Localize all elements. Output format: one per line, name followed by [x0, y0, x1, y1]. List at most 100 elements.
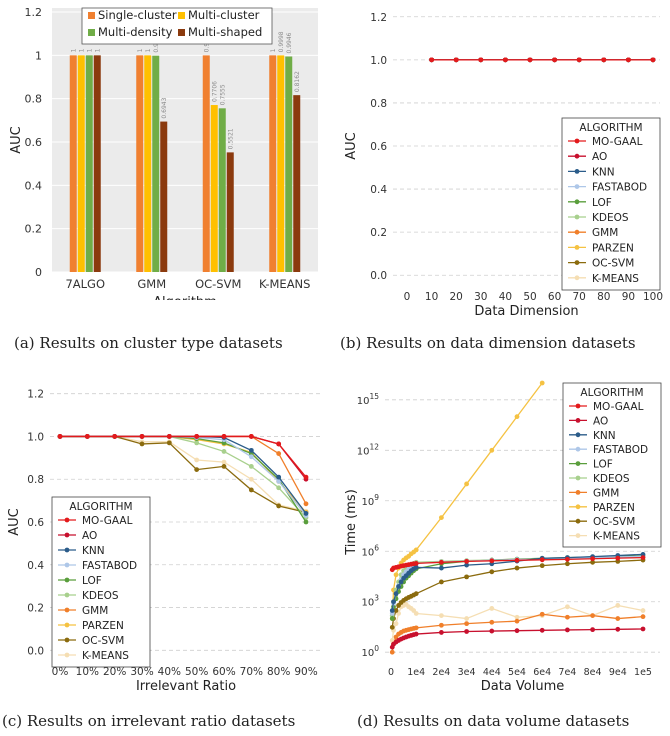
- legend-label-lof: LOF: [592, 197, 612, 209]
- data-point: [601, 57, 607, 63]
- data-point: [194, 467, 200, 473]
- legend-label-ao: AO: [593, 415, 608, 427]
- series-parzen: [389, 380, 545, 621]
- legend-label-oc-svm: OC-SVM: [592, 258, 634, 270]
- chart-c: 0.0 0.2 0.4 0.6 0.8 1.0 1.2 0% 10% 20% 30% 40% 50% 60…: [7, 383, 322, 694]
- legend-marker: [574, 153, 580, 159]
- legend-marker: [575, 533, 581, 538]
- chart-a: 00.20.40.60.811.27ALGO1111GMM110.99840.6…: [9, 6, 318, 300]
- y-tick-label: 1015: [357, 392, 380, 407]
- y-tick-label: 1.2: [370, 12, 387, 24]
- data-point: [539, 563, 545, 569]
- legend-label-k-means: K-MEANS: [592, 273, 639, 285]
- y-tick-label: 109: [361, 493, 379, 508]
- caption-a: (a) Results on cluster type datasets: [14, 334, 283, 352]
- legend-marker: [575, 461, 581, 466]
- data-label: 1: [86, 48, 93, 52]
- data-point: [57, 434, 63, 439]
- data-point: [640, 614, 646, 620]
- bar: [136, 55, 144, 273]
- y-tick-label: 1.0: [370, 55, 387, 67]
- bar: [85, 55, 93, 273]
- data-point: [439, 613, 444, 618]
- y-tick-label: 0.2: [370, 227, 387, 239]
- x-tick-label: 0: [404, 291, 411, 303]
- y-tick-label: 0.6: [27, 517, 44, 529]
- data-point: [303, 511, 309, 516]
- x-tick-label: 1e5: [634, 667, 652, 678]
- data-label: 1: [70, 48, 77, 52]
- data-point: [539, 557, 545, 563]
- data-point: [166, 440, 172, 446]
- x-tick-label: 30%: [130, 666, 153, 678]
- data-label: 0.6943: [161, 97, 168, 118]
- legend: Single-cluster Multi-cluster Multi-density…: [81, 7, 273, 45]
- legend-marker: [574, 138, 580, 144]
- legend-marker: [575, 475, 581, 481]
- data-point: [539, 611, 545, 617]
- data-point: [626, 57, 631, 63]
- y-tick-label: 0.0: [370, 270, 387, 282]
- legend-marker: [574, 199, 580, 205]
- legend-label-gmm: GMM: [82, 605, 108, 617]
- data-label: 0.5521: [227, 128, 234, 149]
- data-point: [398, 579, 404, 585]
- data-point: [276, 451, 282, 456]
- legend-swatch: [178, 12, 185, 19]
- x-tick-label: 10%: [76, 666, 99, 678]
- bar: [93, 55, 101, 273]
- legend-label-single-cluster: Single-cluster: [98, 8, 177, 22]
- data-point: [464, 558, 469, 564]
- data-label: 0.9998: [278, 31, 285, 52]
- data-point: [615, 603, 621, 608]
- data-point: [489, 447, 495, 453]
- legend-label-parzen: PARZEN: [593, 502, 635, 514]
- data-point: [650, 57, 656, 63]
- y-tick-label: 1.0: [27, 431, 44, 443]
- bar: [160, 121, 168, 273]
- x-tick-label: 60: [548, 291, 561, 303]
- data-point: [389, 608, 395, 613]
- chart-b: 0.0 0.2 0.4 0.6 0.8 1.0 1.2 0 10 20 30 40 50 60 70 80 90…: [344, 6, 663, 319]
- data-point: [413, 547, 419, 553]
- data-point: [514, 614, 520, 620]
- legend-label-parzen: PARZEN: [592, 242, 634, 254]
- x-tick-label: 20: [450, 291, 463, 303]
- y-tick-label: 0.4: [25, 179, 43, 192]
- y-tick-label: 0.8: [25, 93, 43, 106]
- data-point: [221, 459, 227, 465]
- legend-marker: [575, 418, 581, 423]
- data-point: [514, 557, 520, 563]
- y-axis-title: AUC: [344, 132, 359, 160]
- y-tick-label: 0.4: [370, 184, 387, 196]
- legend-label-knn: KNN: [592, 166, 615, 178]
- x-tick-label: 70%: [240, 666, 263, 678]
- x-tick-label: 30: [474, 291, 487, 303]
- data-point: [514, 618, 520, 624]
- data-point: [276, 474, 282, 480]
- bar: [269, 55, 277, 273]
- y-tick-label: 0.6: [370, 141, 387, 153]
- data-point: [429, 57, 434, 63]
- caption-c: (c) Results on irrelevant ratio datasets: [2, 712, 296, 730]
- data-point: [514, 565, 520, 571]
- data-point: [489, 619, 495, 625]
- legend-label-ao: AO: [82, 530, 97, 542]
- legend-label-multi-cluster: Multi-cluster: [188, 8, 260, 22]
- series-k-means: [389, 601, 646, 643]
- bar: [226, 152, 234, 272]
- legend-marker: [64, 592, 70, 598]
- x-tick-label: 90: [622, 291, 635, 303]
- legend-marker: [64, 622, 70, 628]
- data-point: [489, 558, 495, 564]
- data-point: [221, 434, 227, 439]
- x-axis-title: Algorithm: [153, 295, 217, 300]
- series-gmm: [389, 611, 646, 655]
- data-point: [615, 555, 621, 561]
- data-label: 1: [137, 48, 144, 52]
- legend-label-kdeos: KDEOS: [592, 212, 629, 224]
- legend-label-knn: KNN: [593, 430, 616, 442]
- x-tick-label: OC-SVM: [195, 277, 241, 291]
- data-point: [439, 579, 444, 585]
- data-point: [439, 622, 444, 628]
